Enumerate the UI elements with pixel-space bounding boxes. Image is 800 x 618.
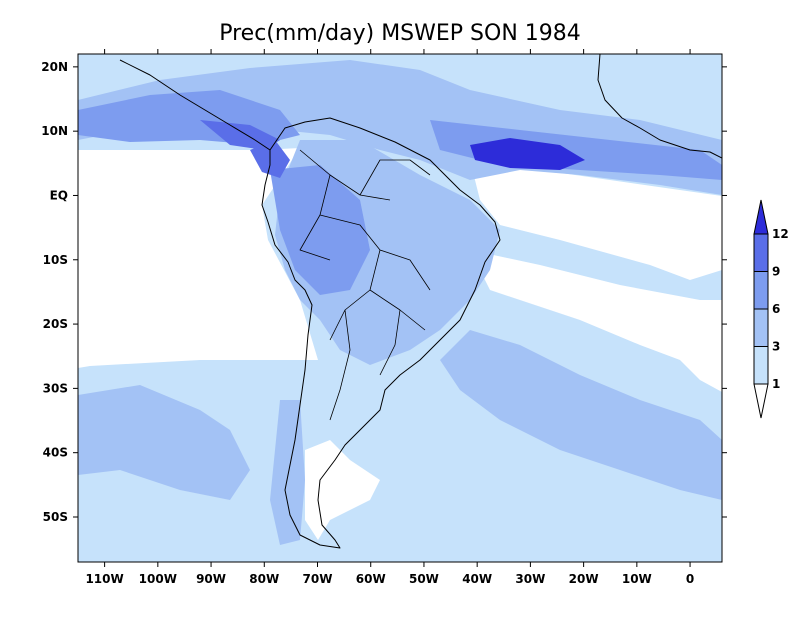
field-band-chile-coast (270, 400, 305, 545)
colorbar-level-label: 6 (772, 302, 780, 316)
field-dry-pacific (78, 148, 318, 368)
coastlines (119, 54, 722, 549)
lat-tick-label: 50S (43, 510, 68, 524)
map-frame (77, 53, 723, 563)
field-dry-atlantic-central (470, 250, 722, 392)
border-country-lines (299, 149, 431, 421)
colorbar-level-label: 9 (772, 265, 780, 279)
lon-tick-label: 10W (622, 572, 652, 586)
lat-tick-label: 20S (43, 317, 68, 331)
field-band-southern-ocean (78, 385, 250, 500)
colorbar-level-label: 3 (772, 340, 780, 354)
lon-tick-label: 0 (686, 572, 694, 586)
lon-tick-label: 20W (569, 572, 599, 586)
colorbar-box (753, 308, 769, 347)
map-title: Prec(mm/day) MSWEP SON 1984 (219, 21, 581, 46)
map-plot-area (78, 54, 722, 562)
colorbar-level-label: 1 (772, 377, 780, 391)
lon-tick-label: 110W (85, 572, 123, 586)
lon-tick-label: 30W (515, 572, 545, 586)
colorbar-max-triangle (753, 199, 769, 235)
lat-tick-label: 40S (43, 446, 68, 460)
lon-tick-label: 80W (249, 572, 279, 586)
lon-tick-label: 100W (139, 572, 177, 586)
colorbar: 1 3 6 9 12 (753, 199, 789, 419)
coastline-south-america (261, 117, 501, 549)
field-band-south-atlantic-storm (440, 330, 722, 500)
lon-tick-label: 60W (356, 572, 386, 586)
field-dry-patagonia (305, 440, 380, 540)
longitude-ticks: 110W 100W 90W 80W 70W 60W 50W 40W 30W 20W 10W 0 (85, 49, 694, 586)
lat-tick-label: 20N (41, 60, 68, 74)
field-dry-south-atlantic (470, 160, 722, 280)
field-core-west-amazon (270, 165, 370, 295)
colorbar-box (753, 271, 769, 310)
lon-tick-label: 90W (196, 572, 226, 586)
coastline-west-africa (597, 54, 722, 159)
coastline-central-america (119, 59, 271, 151)
lat-tick-label: EQ (50, 188, 68, 202)
lat-tick-label: 10S (43, 253, 68, 267)
colorbar-min-triangle (753, 383, 769, 419)
latitude-ticks: 20N 10N EQ 10S 20S 30S 40S 50S (41, 60, 727, 524)
colorbar-box (753, 233, 769, 272)
lon-tick-label: 50W (409, 572, 439, 586)
colorbar-level-label: 12 (772, 227, 789, 241)
lat-tick-label: 10N (41, 124, 68, 138)
lat-tick-label: 30S (43, 381, 68, 395)
lon-tick-label: 40W (462, 572, 492, 586)
colorbar-box (753, 346, 769, 385)
precipitation-field (78, 54, 722, 562)
field-core-itcz-atlantic-heavy (470, 138, 585, 170)
field-core-itcz-pacific-heavy (200, 120, 280, 150)
lon-tick-label: 70W (303, 572, 333, 586)
